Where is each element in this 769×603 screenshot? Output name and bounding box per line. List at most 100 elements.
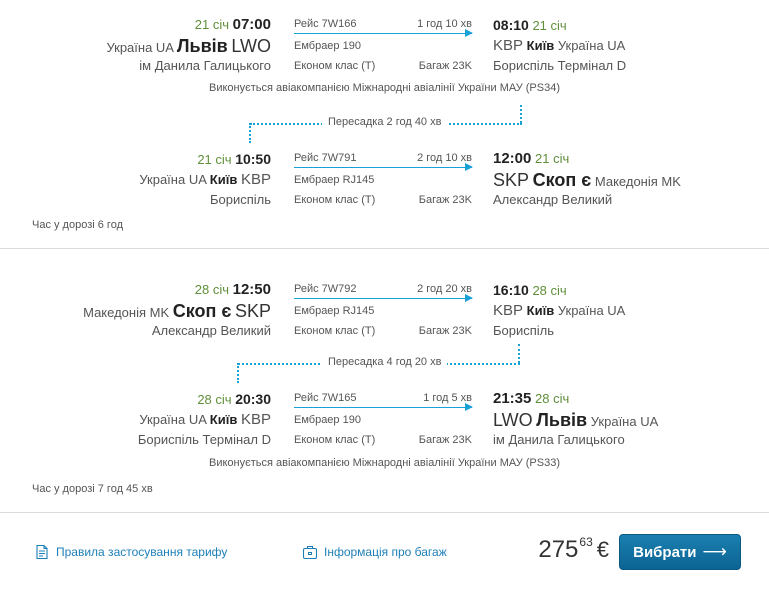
dep-date: 21 січ bbox=[194, 17, 229, 32]
arr-time: 08:10 bbox=[493, 17, 529, 33]
arr-country: Україна UA bbox=[590, 414, 659, 429]
return-leg-1: 28 січ 12:50 Македонія MK Скоп є SKP Але… bbox=[0, 279, 769, 339]
dep-time: 12:50 bbox=[232, 281, 271, 298]
arr-code: SKP bbox=[493, 170, 530, 190]
departure-block: 21 січ 10:50 Україна UA Київ KBP Бориспі… bbox=[139, 148, 271, 210]
flight-info: Рейс 7W792 2 год 20 хв Ембраер RJ145 Екон… bbox=[294, 279, 473, 341]
dep-country: Македонія MK bbox=[83, 305, 170, 320]
flight-arrow bbox=[294, 29, 473, 37]
flight-arrow bbox=[294, 403, 473, 411]
flight-duration: 1 год 5 хв bbox=[423, 392, 472, 404]
arr-code: KBP bbox=[493, 302, 524, 319]
arr-country: Україна UA bbox=[557, 303, 626, 318]
flight-arrow bbox=[294, 294, 473, 302]
baggage-allowance: Багаж 23K bbox=[418, 434, 472, 446]
arr-city: Львів bbox=[536, 410, 588, 430]
arr-city: Скоп є bbox=[532, 170, 592, 190]
arrival-block: 08:10 21 січ KBP Київ Україна UA Бориспі… bbox=[493, 14, 626, 76]
dep-code: SKP bbox=[234, 301, 271, 321]
flight-info: Рейс 7W166 1 год 10 хв Ембраер 190 Економ… bbox=[294, 14, 473, 76]
aircraft: Ембраер 190 bbox=[294, 40, 361, 52]
departure-block: 28 січ 12:50 Македонія MK Скоп є SKP Але… bbox=[83, 279, 271, 341]
dep-country: Україна UA bbox=[106, 40, 174, 55]
baggage-info-link[interactable]: Інформація про багаж bbox=[302, 544, 447, 560]
dep-code: KBP bbox=[240, 411, 271, 428]
outbound-travel-time: Час у дорозі 6 год bbox=[32, 219, 123, 231]
dep-date: 28 січ bbox=[197, 392, 232, 407]
arr-city: Київ bbox=[526, 38, 555, 53]
arrow-right-icon: ⟶ bbox=[702, 542, 727, 561]
arr-date: 21 січ bbox=[532, 18, 567, 33]
operated-by-notice: Виконується авіакомпанією Міжнародні аві… bbox=[209, 82, 560, 94]
flight-arrow bbox=[294, 163, 473, 171]
aircraft: Ембраер RJ145 bbox=[294, 305, 375, 317]
dep-country: Україна UA bbox=[139, 412, 207, 427]
flight-number: Рейс 7W166 bbox=[294, 18, 357, 30]
arrival-block: 16:10 28 січ KBP Київ Україна UA Бориспі… bbox=[493, 279, 625, 341]
aircraft: Ембраер RJ145 bbox=[294, 174, 375, 186]
flight-duration: 2 год 10 хв bbox=[417, 152, 472, 164]
arr-date: 28 січ bbox=[535, 391, 570, 406]
fare-rules-link[interactable]: Правила застосування тарифу bbox=[34, 544, 227, 560]
arr-city: Київ bbox=[526, 303, 555, 318]
dep-time: 20:30 bbox=[235, 391, 271, 407]
flight-info: Рейс 7W165 1 год 5 хв Ембраер 190 Економ … bbox=[294, 388, 473, 450]
dep-country: Україна UA bbox=[139, 172, 207, 187]
dep-city: Скоп є bbox=[172, 301, 232, 321]
departure-block: 28 січ 20:30 Україна UA Київ KBP Бориспі… bbox=[138, 388, 271, 450]
arrival-block: 12:00 21 січ SKP Скоп є Македонія MK Але… bbox=[493, 148, 681, 210]
return-travel-time: Час у дорозі 7 год 45 хв bbox=[32, 483, 153, 495]
arr-code: KBP bbox=[493, 37, 524, 54]
baggage-allowance: Багаж 23K bbox=[418, 194, 472, 206]
arr-country: Україна UA bbox=[557, 38, 626, 53]
price-decimal: 63 bbox=[579, 535, 593, 549]
section-divider bbox=[0, 512, 769, 513]
dep-airport: ім Данила Галицького bbox=[139, 58, 271, 73]
departure-block: 21 січ 07:00 Україна UA Львів LWO ім Дан… bbox=[106, 14, 271, 76]
arr-date: 28 січ bbox=[532, 283, 567, 298]
select-button[interactable]: Вибрати ⟶ bbox=[619, 534, 741, 570]
dep-airport: Александр Великий bbox=[151, 323, 271, 338]
arr-code: LWO bbox=[493, 410, 533, 430]
dep-time: 10:50 bbox=[235, 151, 271, 167]
baggage-allowance: Багаж 23K bbox=[418, 325, 472, 337]
dep-date: 21 січ bbox=[197, 152, 232, 167]
dep-time: 07:00 bbox=[232, 16, 271, 33]
arr-date: 21 січ bbox=[535, 151, 570, 166]
dep-code: KBP bbox=[240, 171, 271, 188]
arr-airport: Александр Великий bbox=[493, 192, 613, 207]
aircraft: Ембраер 190 bbox=[294, 414, 361, 426]
arr-airport: Бориспіль bbox=[493, 323, 555, 338]
dep-city: Львів bbox=[176, 36, 228, 56]
flight-number: Рейс 7W165 bbox=[294, 392, 357, 404]
total-price: 27563 € bbox=[538, 535, 609, 564]
transfer-label: Пересадка 4 год 20 хв bbox=[322, 356, 448, 368]
document-icon bbox=[36, 544, 48, 560]
fare-rules-label[interactable]: Правила застосування тарифу bbox=[56, 545, 228, 559]
arr-airport: Бориспіль Термінал D bbox=[493, 58, 627, 73]
section-divider bbox=[0, 248, 769, 249]
arr-country: Македонія MK bbox=[594, 174, 681, 189]
select-button-label[interactable]: Вибрати bbox=[633, 543, 697, 561]
flight-duration: 1 год 10 хв bbox=[417, 18, 472, 30]
baggage-info-label[interactable]: Інформація про багаж bbox=[324, 545, 447, 559]
arr-time: 12:00 bbox=[493, 150, 532, 167]
arr-time: 21:35 bbox=[493, 390, 532, 407]
baggage-allowance: Багаж 23K bbox=[418, 60, 472, 72]
arrival-block: 21:35 28 січ LWO Львів Україна UA ім Дан… bbox=[493, 388, 658, 450]
dep-city: Київ bbox=[209, 412, 238, 427]
dep-airport: Бориспіль bbox=[209, 192, 271, 207]
arr-time: 16:10 bbox=[493, 282, 529, 298]
price-integer: 275 bbox=[538, 536, 579, 563]
flight-number: Рейс 7W792 bbox=[294, 283, 357, 295]
cabin-class: Економ клас (T) bbox=[294, 60, 376, 72]
flight-number: Рейс 7W791 bbox=[294, 152, 357, 164]
suitcase-icon bbox=[302, 545, 318, 560]
arr-airport: ім Данила Галицького bbox=[493, 432, 625, 447]
outbound-leg-1: 21 січ 07:00 Україна UA Львів LWO ім Дан… bbox=[0, 14, 769, 74]
outbound-leg-2: 21 січ 10:50 Україна UA Київ KBP Бориспі… bbox=[0, 148, 769, 208]
dep-code: LWO bbox=[231, 36, 271, 56]
dep-date: 28 січ bbox=[194, 282, 229, 297]
transfer-label: Пересадка 2 год 40 хв bbox=[322, 116, 448, 128]
return-leg-2: 28 січ 20:30 Україна UA Київ KBP Бориспі… bbox=[0, 388, 769, 448]
